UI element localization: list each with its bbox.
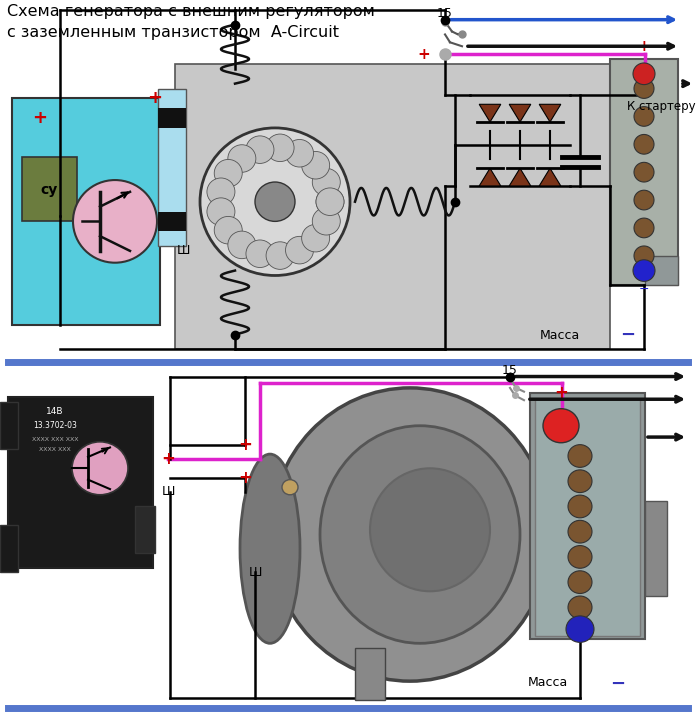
Text: Ш: Ш xyxy=(161,485,175,498)
Text: −: − xyxy=(620,326,635,344)
Circle shape xyxy=(634,246,654,265)
Text: XXXX XXX XXX: XXXX XXX XXX xyxy=(32,437,78,442)
Bar xyxy=(535,399,640,636)
Ellipse shape xyxy=(240,454,300,644)
Text: Ш: Ш xyxy=(176,244,190,257)
Text: +: + xyxy=(238,469,252,487)
Circle shape xyxy=(246,240,274,267)
Text: +: + xyxy=(638,39,650,54)
Bar xyxy=(355,648,385,700)
Circle shape xyxy=(255,182,295,221)
Bar xyxy=(645,256,678,285)
Bar xyxy=(135,506,155,554)
Bar xyxy=(158,88,186,246)
Bar xyxy=(8,398,153,567)
Circle shape xyxy=(282,480,298,495)
Text: 15: 15 xyxy=(502,365,518,377)
Bar xyxy=(610,59,678,285)
Circle shape xyxy=(285,139,313,167)
Bar xyxy=(12,99,160,325)
Circle shape xyxy=(634,106,654,127)
Bar xyxy=(0,402,18,449)
Circle shape xyxy=(313,168,340,196)
Circle shape xyxy=(285,237,313,264)
Bar xyxy=(158,109,186,128)
Text: XXXX XXX: XXXX XXX xyxy=(39,447,71,452)
Circle shape xyxy=(214,216,242,244)
Text: Схема генератора с внешним регулятором: Схема генератора с внешним регулятором xyxy=(7,4,375,19)
Polygon shape xyxy=(480,104,501,122)
Circle shape xyxy=(634,78,654,99)
Ellipse shape xyxy=(370,468,490,591)
Bar xyxy=(22,157,77,221)
Polygon shape xyxy=(539,168,561,186)
Circle shape xyxy=(73,180,157,262)
Circle shape xyxy=(266,242,294,270)
Polygon shape xyxy=(539,104,561,122)
Text: +: + xyxy=(238,436,252,454)
Polygon shape xyxy=(480,168,501,186)
Circle shape xyxy=(634,162,654,182)
Circle shape xyxy=(566,616,594,642)
Text: 13.3702-03: 13.3702-03 xyxy=(33,421,77,430)
Circle shape xyxy=(316,188,344,216)
Circle shape xyxy=(633,260,655,281)
Text: Ш: Ш xyxy=(248,566,262,579)
Circle shape xyxy=(543,408,579,443)
Circle shape xyxy=(200,128,350,275)
Circle shape xyxy=(634,191,654,210)
Text: с заземленным транзистором  A-Circuit: с заземленным транзистором A-Circuit xyxy=(7,25,339,40)
Polygon shape xyxy=(509,168,531,186)
Circle shape xyxy=(568,596,592,619)
Circle shape xyxy=(266,134,294,162)
Bar xyxy=(530,393,645,638)
Text: −: − xyxy=(639,283,649,296)
Circle shape xyxy=(246,136,274,163)
Text: +: + xyxy=(417,47,430,62)
Text: 15: 15 xyxy=(437,7,453,20)
Ellipse shape xyxy=(270,388,550,681)
Text: К стартеру: К стартеру xyxy=(627,101,696,114)
Circle shape xyxy=(228,145,256,173)
Bar xyxy=(158,211,186,232)
Text: 14В: 14В xyxy=(46,407,64,416)
Circle shape xyxy=(72,441,128,495)
Polygon shape xyxy=(509,104,531,122)
Circle shape xyxy=(228,231,256,259)
Circle shape xyxy=(301,152,330,179)
Circle shape xyxy=(568,470,592,493)
Text: Масса: Масса xyxy=(528,676,568,689)
Circle shape xyxy=(207,178,235,206)
Circle shape xyxy=(568,444,592,467)
Circle shape xyxy=(633,63,655,85)
Circle shape xyxy=(568,495,592,518)
Circle shape xyxy=(568,546,592,568)
Text: +: + xyxy=(554,384,568,402)
Bar xyxy=(175,64,610,349)
Bar xyxy=(0,525,18,572)
Text: +: + xyxy=(148,89,162,107)
Text: су: су xyxy=(40,183,58,197)
Circle shape xyxy=(313,208,340,235)
Text: −: − xyxy=(610,674,626,692)
Ellipse shape xyxy=(320,426,520,644)
Circle shape xyxy=(634,218,654,238)
Circle shape xyxy=(568,521,592,543)
Bar xyxy=(645,501,667,596)
Text: +: + xyxy=(161,450,175,468)
Circle shape xyxy=(301,224,330,252)
Text: +: + xyxy=(33,109,47,127)
Circle shape xyxy=(316,188,344,216)
Text: Масса: Масса xyxy=(540,329,580,342)
Circle shape xyxy=(207,198,235,226)
Circle shape xyxy=(634,134,654,154)
Circle shape xyxy=(214,160,242,187)
Circle shape xyxy=(568,571,592,593)
